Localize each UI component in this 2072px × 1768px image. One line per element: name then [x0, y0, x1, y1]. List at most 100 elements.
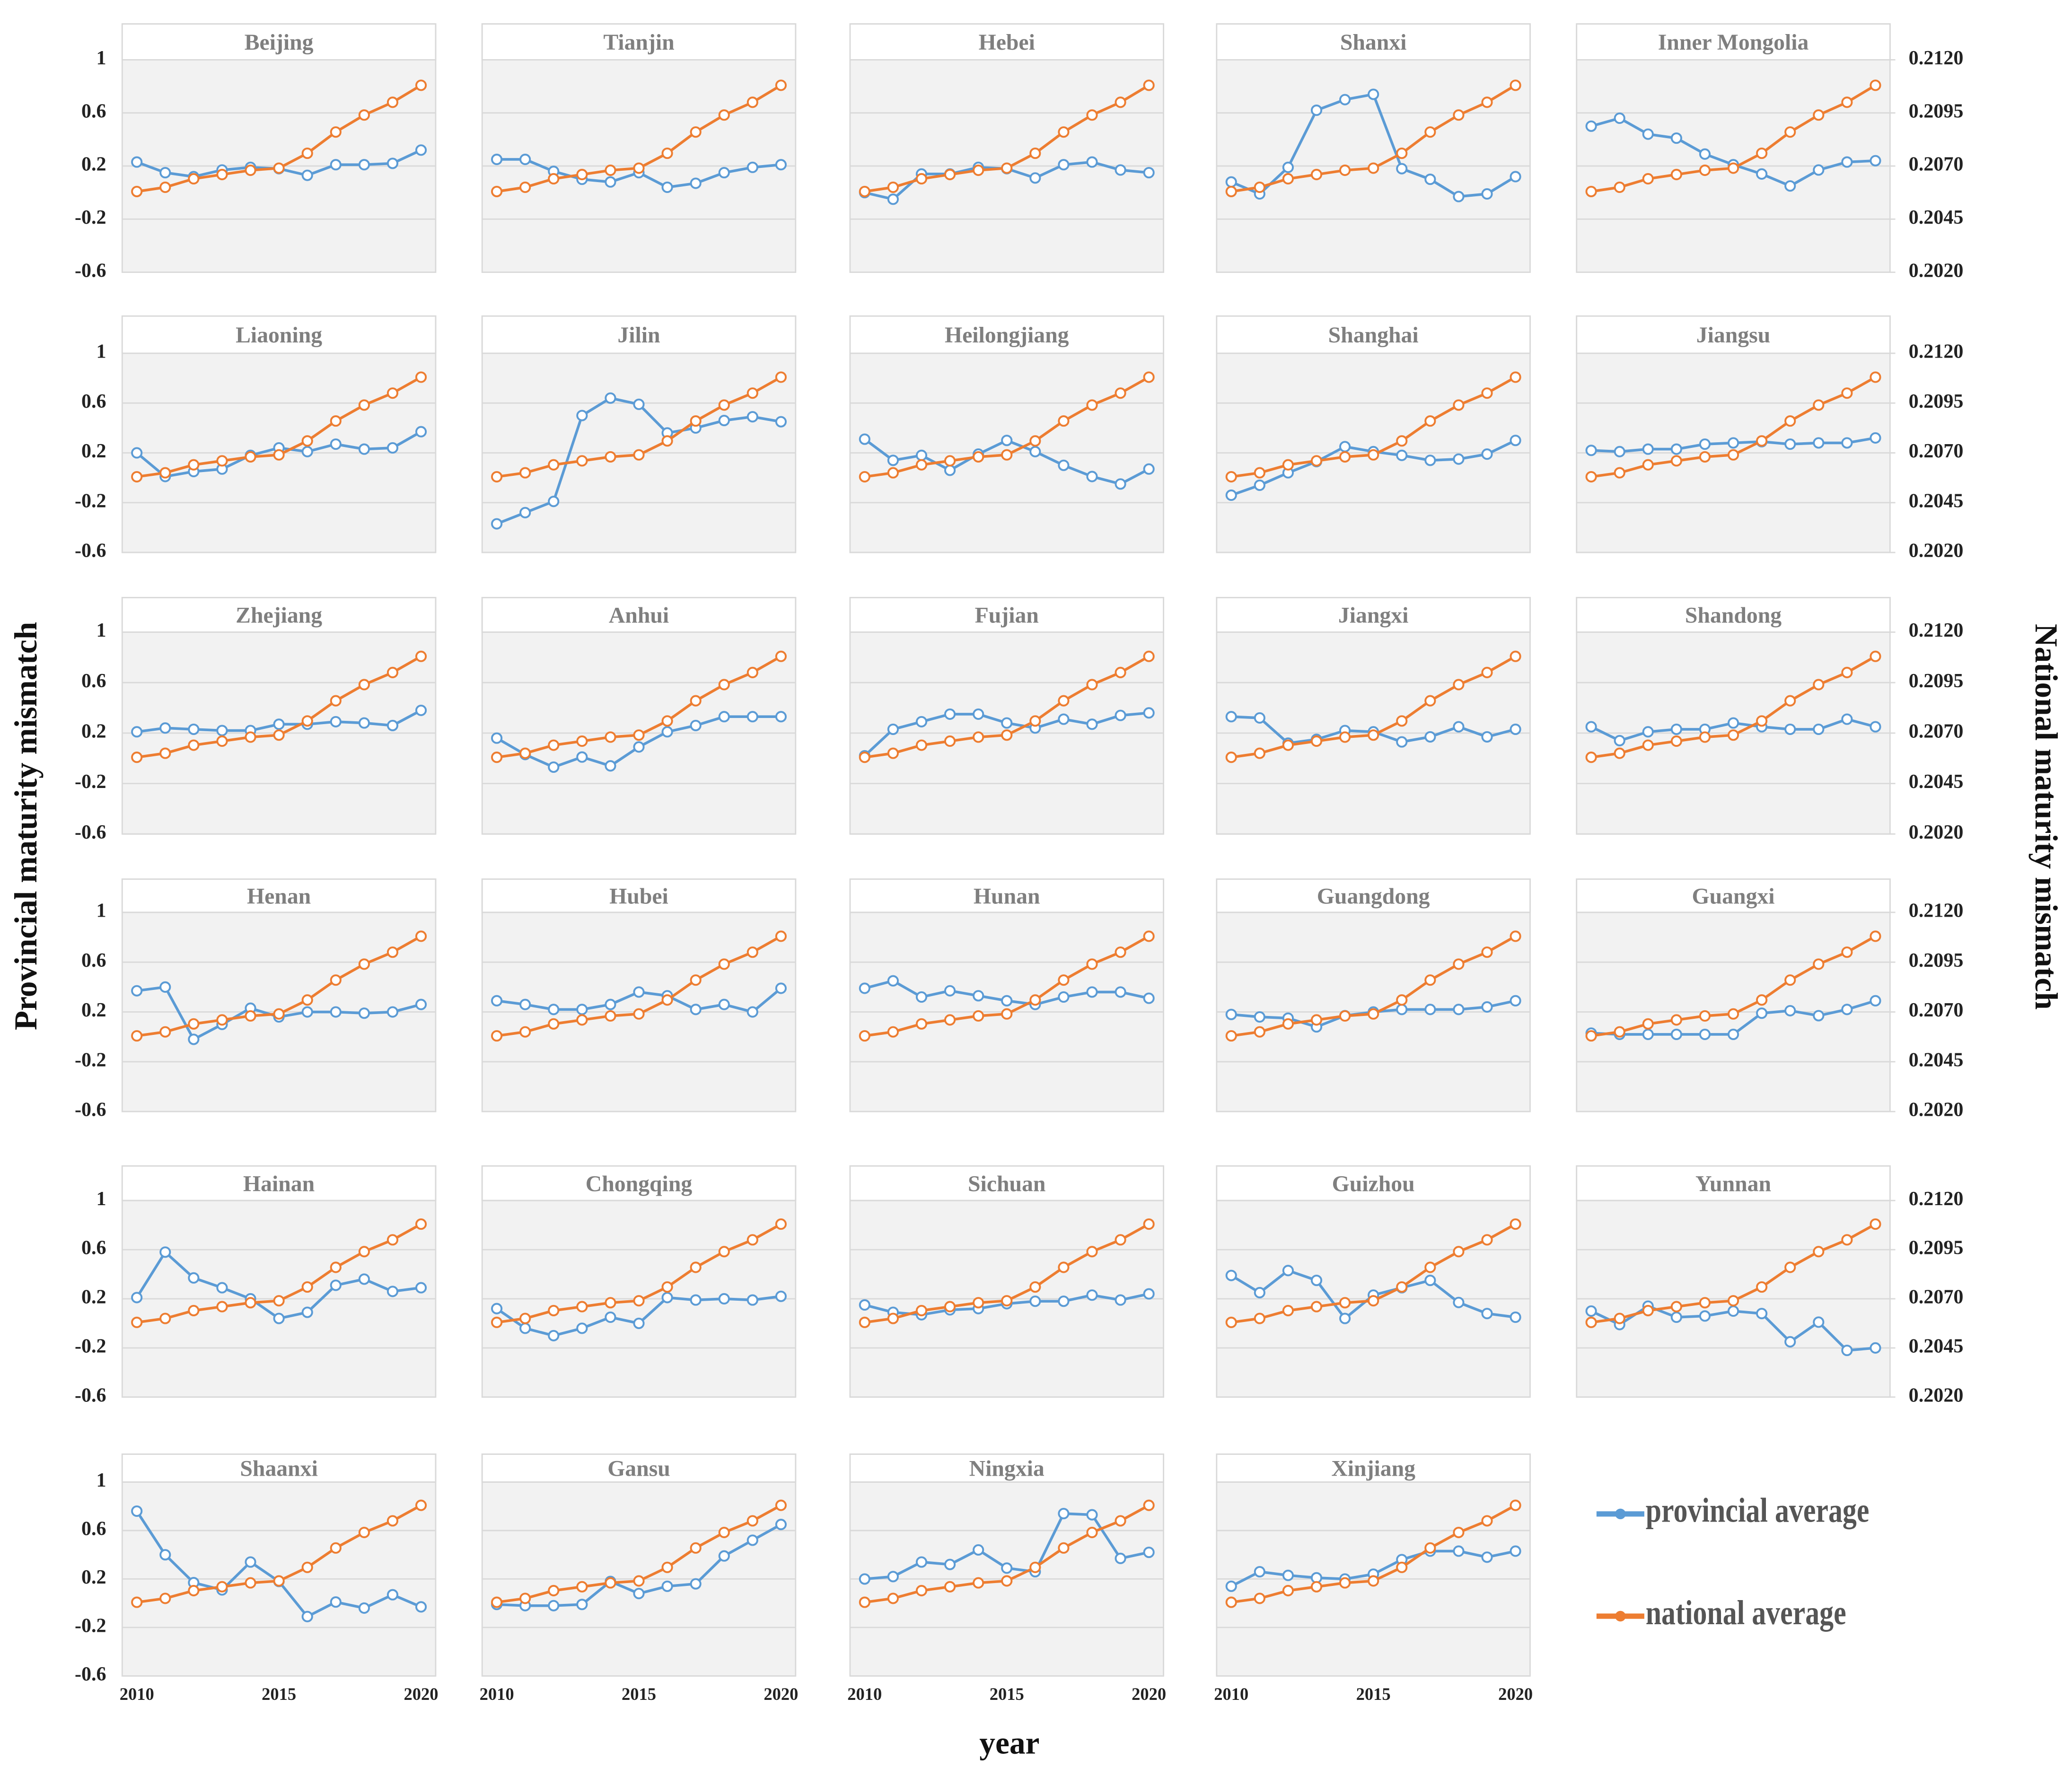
- provincial-point: [690, 1004, 702, 1015]
- provincial-point: [576, 410, 588, 421]
- national-point: [131, 752, 143, 763]
- provincial-point: [519, 998, 531, 1010]
- national-point: [973, 1297, 984, 1309]
- national-point: [519, 1026, 531, 1038]
- panel: Heilongjiang: [849, 315, 1164, 553]
- y2-tick-label: 0.2020: [1909, 540, 1964, 562]
- provincial-point: [1339, 94, 1351, 105]
- national-point: [1001, 1575, 1013, 1587]
- panel-title: Xinjiang: [1331, 1456, 1415, 1481]
- provincial-point: [1699, 1028, 1711, 1040]
- national-point: [1453, 958, 1465, 970]
- national-point: [330, 415, 342, 427]
- national-point: [1143, 1218, 1155, 1230]
- national-point: [1784, 695, 1796, 707]
- national-point: [605, 1297, 616, 1309]
- provincial-point: [775, 1290, 787, 1302]
- provincial-point: [1813, 1010, 1825, 1022]
- national-point: [633, 1575, 645, 1587]
- national-point: [1756, 715, 1768, 727]
- provincial-point: [1510, 1311, 1521, 1323]
- provincial-point: [1086, 986, 1098, 998]
- provincial-point: [330, 159, 342, 171]
- national-point: [1585, 471, 1597, 483]
- national-point: [690, 1542, 702, 1554]
- national-point: [1756, 435, 1768, 447]
- provincial-point: [386, 158, 399, 169]
- national-point: [1614, 467, 1625, 479]
- national-point: [301, 715, 313, 727]
- national-point: [188, 1304, 200, 1316]
- national-point: [605, 731, 616, 743]
- national-point: [746, 1515, 758, 1527]
- y2-tick-label: 0.2120: [1909, 900, 1964, 922]
- panel: Shandong 0.2120 0.2095 0.2070 0.2045 0.2020: [1576, 597, 1964, 843]
- provincial-point: [1510, 435, 1521, 446]
- national-point: [915, 1018, 928, 1030]
- provincial-point: [1115, 1294, 1126, 1306]
- panel-title-strip: [849, 1453, 1164, 1483]
- national-point: [1642, 739, 1654, 751]
- provincial-point: [1310, 105, 1323, 116]
- panel-title-strip: [1216, 315, 1531, 354]
- provincial-point: [1784, 1005, 1796, 1016]
- national-point: [944, 455, 956, 467]
- provincial-point: [915, 991, 928, 1003]
- provincial-point: [415, 426, 427, 438]
- national-point: [746, 946, 758, 958]
- panel: Liaoning 1 0.6 0.2 -0.2 -0.6: [75, 315, 437, 562]
- provincial-point: [159, 1549, 171, 1561]
- national-point: [1225, 185, 1237, 198]
- national-point: [661, 147, 673, 159]
- national-point: [1510, 930, 1521, 942]
- provincial-point: [1642, 128, 1654, 140]
- panel: Henan 1 0.6 0.2 -0.2 -0.6: [75, 878, 437, 1121]
- y2-tick-label: 0.2045: [1909, 770, 1964, 793]
- national-point: [1115, 387, 1126, 399]
- national-point: [1001, 1008, 1013, 1020]
- national-point: [548, 1584, 560, 1597]
- national-point: [746, 666, 758, 678]
- panel-background: [849, 23, 1164, 273]
- panel-background: [1216, 315, 1531, 553]
- y-axis-title: Provincial maturity mismatch: [8, 622, 44, 1030]
- panel-title-strip: [121, 878, 437, 913]
- national-point: [1225, 471, 1237, 483]
- national-point: [1282, 1018, 1294, 1030]
- provincial-point: [633, 1317, 645, 1329]
- national-point: [973, 1010, 984, 1022]
- y-tick-label: 1: [97, 1188, 106, 1210]
- x-tick-label: 2015: [262, 1684, 296, 1704]
- national-point: [576, 1581, 588, 1593]
- national-point: [775, 650, 787, 662]
- y2-tick-label: 0.2020: [1909, 259, 1964, 281]
- national-point: [548, 459, 560, 471]
- y2-tick-label: 0.2095: [1909, 670, 1964, 692]
- panel: Hebei: [849, 23, 1164, 273]
- provincial-point: [386, 1589, 399, 1601]
- national-point: [1254, 467, 1265, 479]
- provincial-point: [1424, 174, 1436, 185]
- national-point: [944, 1301, 956, 1313]
- panel-title-strip: [481, 1165, 797, 1201]
- national-point: [661, 715, 673, 727]
- national-point: [718, 399, 730, 411]
- national-point: [1784, 1261, 1796, 1273]
- provincial-point: [159, 981, 171, 993]
- y2-tick-label: 0.2020: [1909, 1384, 1964, 1406]
- y2-tick-label: 0.2045: [1909, 1049, 1964, 1071]
- provincial-point: [491, 732, 503, 744]
- x-tick-label: 2010: [120, 1684, 154, 1704]
- panel: Fujian: [849, 597, 1164, 835]
- provincial-point: [491, 995, 503, 1007]
- provincial-point: [358, 1007, 370, 1019]
- provincial-point: [1086, 718, 1098, 730]
- provincial-point: [1784, 1336, 1796, 1348]
- national-point: [1870, 1218, 1881, 1230]
- y2-tick-label: 0.2095: [1909, 100, 1964, 122]
- y-tick-label: 0.6: [81, 390, 106, 412]
- national-point: [1727, 729, 1739, 741]
- provincial-point: [131, 1292, 143, 1304]
- national-point: [1058, 974, 1070, 986]
- national-point: [1727, 1008, 1739, 1020]
